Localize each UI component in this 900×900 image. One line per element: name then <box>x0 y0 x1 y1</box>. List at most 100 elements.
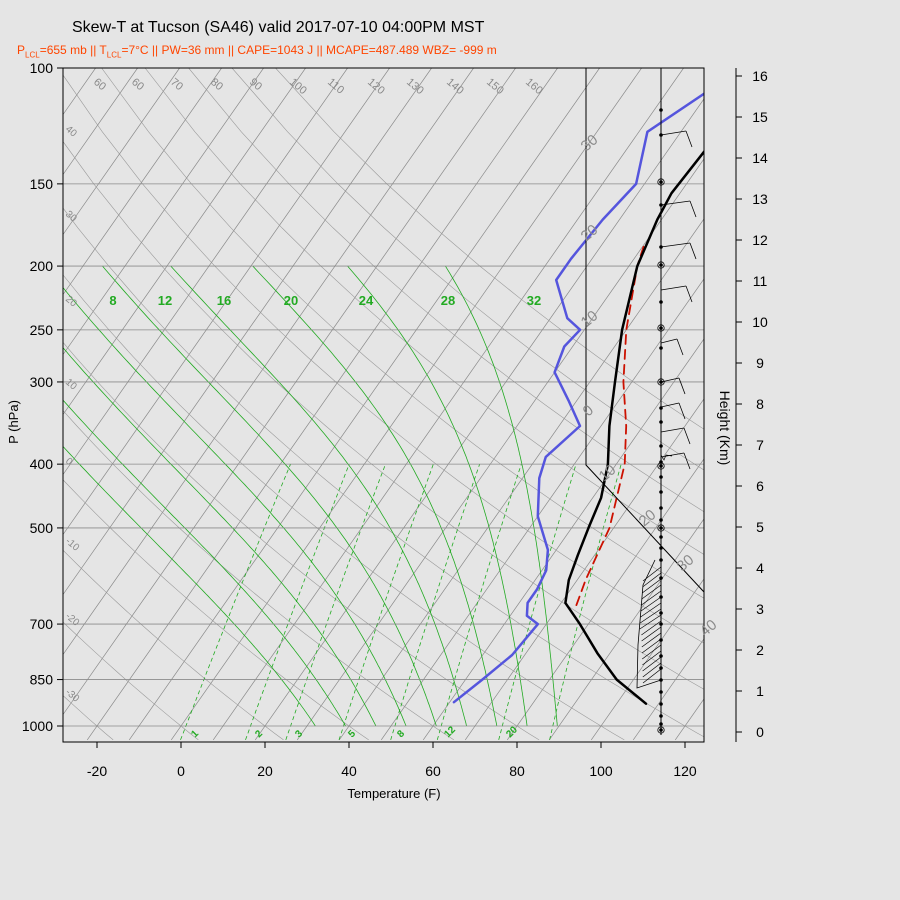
profiles <box>452 92 704 705</box>
calm-circle <box>657 462 665 470</box>
wind-dot <box>659 702 663 706</box>
height-tick-label: 11 <box>753 273 768 289</box>
wind-barb-shaft <box>660 402 680 408</box>
isotherm-label-right: 30 <box>674 551 698 575</box>
mixing-ratio-label: 8 <box>395 728 407 740</box>
calm-circle <box>657 324 665 332</box>
mixing-ratio-line <box>549 464 622 740</box>
parcel-profile-line <box>575 242 646 606</box>
height-tick-label: 5 <box>756 519 764 535</box>
mixing-ratio-line <box>245 464 350 741</box>
mixing-ratio-label: 5 <box>346 728 358 740</box>
isotherm-line <box>63 68 222 296</box>
calm-circle <box>657 726 665 734</box>
isotherm-line <box>674 698 704 741</box>
wind-barb-line <box>640 608 662 624</box>
isotherm-label-top: 60 <box>129 76 146 93</box>
isotherm-line <box>843 68 900 740</box>
dry-adiabat-line <box>63 549 284 741</box>
axes: -20 0 20 40 60 80 100 1201000850700500400300250… <box>6 60 697 801</box>
x-tick-label: 20 <box>257 763 273 779</box>
dry-adiabat-line <box>275 68 704 430</box>
wind-barb-line <box>641 644 662 660</box>
wind-barb-flag <box>678 377 686 395</box>
x-axis-title: Temperature (F) <box>347 786 440 801</box>
wind-dot <box>659 576 663 580</box>
dry-adiabat-line <box>63 74 704 644</box>
x-tick-label: 60 <box>425 763 441 779</box>
height-tick-label: 2 <box>756 642 764 658</box>
mixing-ratio-line <box>338 464 434 741</box>
y-tick-label: 500 <box>30 520 54 536</box>
isotherm-line <box>86 68 558 741</box>
wind-barb-shaft <box>660 200 691 206</box>
wind-barb-line <box>641 584 662 600</box>
moist-adiabat-label: 8 <box>109 293 116 308</box>
isotherm-label-top: 130 <box>404 76 426 97</box>
moist-adiabat-line <box>170 265 467 727</box>
wind-barb-line <box>642 662 662 678</box>
moist-adiabat-line <box>63 399 346 727</box>
chart-subtitle: PLCL=655 mb || TLCL=7°C || PW=36 mm || C… <box>17 43 497 60</box>
wind-barb-line <box>642 650 662 666</box>
y-tick-label: 250 <box>30 322 54 338</box>
mixing-ratio-label: 12 <box>442 724 458 740</box>
height-tick-label: 16 <box>752 68 768 84</box>
plot-border <box>62 67 705 743</box>
x-tick-label: 40 <box>341 763 357 779</box>
x-tick-label: 120 <box>673 763 697 779</box>
wind-barbs <box>636 68 697 735</box>
isotherm-label-top: 160 <box>523 76 545 97</box>
dry-adiabat-line <box>63 410 455 741</box>
dry-adiabat-line <box>188 68 704 513</box>
wind-barb-flag <box>689 242 697 260</box>
wind-dot <box>659 666 663 670</box>
wind-barb-shaft <box>660 377 680 383</box>
wind-barb-shaft <box>660 452 685 458</box>
wind-dot <box>659 180 663 184</box>
isotherm-label-top: 120 <box>365 76 387 97</box>
isotherm-line <box>212 68 684 741</box>
isotherm-line <box>63 68 390 536</box>
moist-adiabat-line <box>252 265 498 727</box>
isotherm-line <box>254 98 704 741</box>
isotherm-label-top: 100 <box>287 76 309 97</box>
wind-barb-line <box>641 626 662 642</box>
wind-barb-line <box>639 614 662 630</box>
mixing-ratio-line <box>285 464 386 741</box>
isotherm-label-right: 40 <box>697 616 721 640</box>
wind-barb-shaft <box>660 427 685 433</box>
wind-barb-line <box>642 668 662 684</box>
isotherm-line <box>801 68 900 740</box>
isotherm-line <box>63 68 432 596</box>
wind-dot <box>659 326 663 330</box>
wind-barb-line <box>641 578 662 594</box>
chart-title: Skew-T at Tucson (SA46) valid 2017-07-10… <box>72 19 485 36</box>
mixing-ratio-label: 2 <box>253 728 265 740</box>
isotherm-label-top: 110 <box>325 76 346 96</box>
isotherm-line <box>63 68 180 236</box>
isotherm-label-right: 20 <box>636 506 660 530</box>
dry-adiabat-line <box>63 479 369 741</box>
wind-barb-flag <box>683 427 691 445</box>
wind-dot <box>659 490 663 494</box>
wind-barb-line <box>642 656 662 672</box>
wind-dot <box>659 622 663 626</box>
isotherm-line <box>63 68 264 356</box>
calm-circle <box>657 178 665 186</box>
wind-barb-flag <box>660 454 673 461</box>
mixing-ratio-line <box>180 464 291 741</box>
moist-adiabat-line <box>63 445 316 727</box>
isotherm-line <box>63 68 348 476</box>
height-tick-label: 9 <box>756 355 764 371</box>
isotherm-label-left: 40 <box>63 124 79 140</box>
wind-barb-flag <box>676 338 684 356</box>
wind-barb-flag <box>678 402 686 420</box>
mask <box>586 68 704 742</box>
dry-adiabat-line <box>63 141 704 690</box>
isotherm-label-left: -20 <box>63 611 81 629</box>
y-tick-label: 150 <box>30 176 54 192</box>
wind-dot <box>659 464 663 468</box>
height-tick-label: 10 <box>752 314 768 330</box>
wind-barb-flag <box>685 130 693 148</box>
